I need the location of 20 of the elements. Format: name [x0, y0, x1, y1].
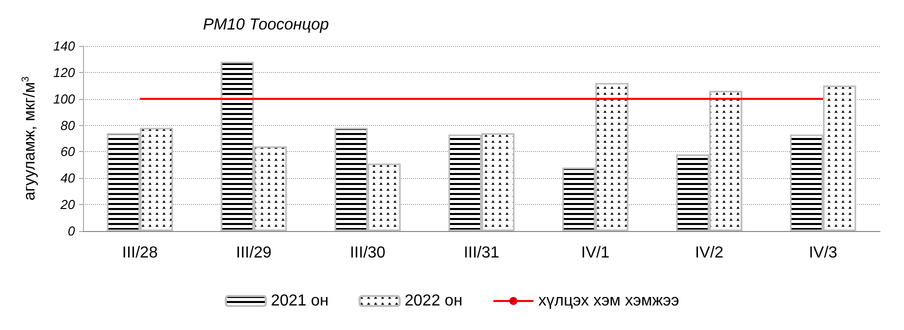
y-tick-label: 60 — [60, 144, 76, 160]
y-tick-label: 140 — [53, 38, 76, 54]
chart-title: PM10 Тоосонцор — [203, 16, 330, 34]
x-tick-label: IV/3 — [808, 244, 838, 262]
x-tick-label: III/31 — [464, 244, 500, 262]
y-tick-label: 80 — [60, 118, 76, 133]
x-tick-label: IV/1 — [581, 244, 610, 262]
legend-label: 2022 он — [404, 292, 462, 310]
y-tick-label: 120 — [53, 64, 76, 80]
legend-label: 2021 он — [270, 292, 329, 310]
x-tick-label: III/29 — [236, 244, 272, 262]
y-tick-label: 100 — [53, 91, 76, 106]
y-axis-title: агууламж, мкг/м3 — [20, 76, 38, 201]
y-tick-label: 20 — [60, 197, 76, 212]
x-tick-label: IV/2 — [694, 244, 724, 262]
x-tick-label: III/30 — [350, 244, 386, 262]
x-tick-label: III/28 — [122, 244, 158, 262]
y-tick-label: 40 — [60, 170, 76, 186]
legend-label: хүлцэх хэм хэмжээ — [538, 292, 680, 310]
y-tick-label: 0 — [68, 224, 76, 238]
